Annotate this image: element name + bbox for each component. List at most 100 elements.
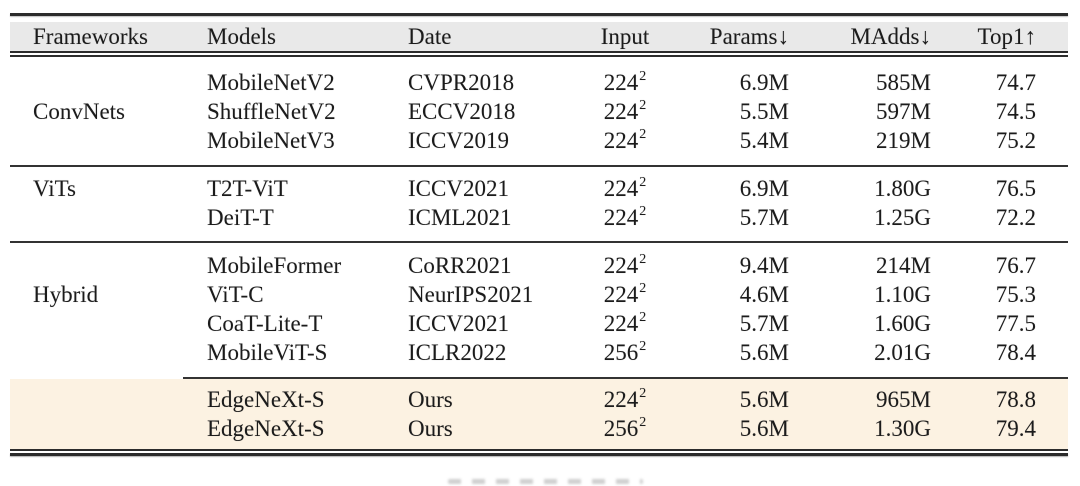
cell-top1: 74.7 xyxy=(995,70,1036,95)
cell-madds: 1.80G xyxy=(874,176,931,201)
cell-top1: 75.2 xyxy=(995,128,1036,153)
cell-model: DeiT-T xyxy=(207,205,274,230)
cell-input: 2242 xyxy=(570,97,680,126)
input-exponent: 2 xyxy=(639,127,647,143)
table-row: CoaT-Lite-T ICCV2021 2242 5.7M 1.60G 77.5 xyxy=(10,309,1068,338)
header-cell-input: Input xyxy=(600,24,650,49)
table-row: MobileViT-S ICLR2022 2562 5.6M 2.01G 78.4 xyxy=(10,338,1068,367)
table-row: EdgeNeXt-S Ours 2242 5.6M 965M 78.8 xyxy=(10,385,1068,414)
cell-top1: 77.5 xyxy=(995,311,1036,336)
cell-top1: 72.2 xyxy=(995,205,1036,230)
cell-params: 6.9M xyxy=(739,70,789,95)
input-resolution: 256 xyxy=(603,416,639,441)
table-row: MobileNetV2 CVPR2018 2242 6.9M 585M 74.7 xyxy=(10,68,1068,97)
input-resolution: 224 xyxy=(603,282,639,307)
cell-params: 5.5M xyxy=(739,99,789,124)
cell-madds: 2.01G xyxy=(874,340,931,365)
input-resolution: 224 xyxy=(603,253,639,278)
cell-params: 6.9M xyxy=(739,176,789,201)
input-exponent: 2 xyxy=(639,310,647,326)
header-cell-models: Models xyxy=(207,24,276,49)
group-separator-rule xyxy=(10,241,1068,243)
input-exponent: 2 xyxy=(639,175,647,191)
input-resolution: 224 xyxy=(603,176,639,201)
framework-label xyxy=(10,251,207,280)
cell-date: ICCV2021 xyxy=(408,176,509,201)
input-resolution: 224 xyxy=(603,70,639,95)
input-exponent: 2 xyxy=(639,386,647,402)
table-row: ConvNets ShuffleNetV2 ECCV2018 2242 5.5M 597M… xyxy=(10,97,1068,126)
ours-separator-rule xyxy=(183,377,1068,379)
table-group: ViTs T2T-ViT ICCV2021 2242 6.9M 1.80G 76.5 DeiT… xyxy=(10,167,1068,241)
cell-date: ICLR2022 xyxy=(408,340,507,365)
cell-model: EdgeNeXt-S xyxy=(207,416,325,441)
input-resolution: 224 xyxy=(603,387,639,412)
cell-madds: 1.25G xyxy=(874,205,931,230)
cell-madds: 1.30G xyxy=(874,416,931,441)
framework-label: ConvNets xyxy=(33,99,125,124)
input-exponent: 2 xyxy=(639,281,647,297)
cell-params: 5.7M xyxy=(739,205,789,230)
input-resolution: 224 xyxy=(603,311,639,336)
input-exponent: 2 xyxy=(639,339,647,355)
cell-madds: 1.10G xyxy=(874,282,931,307)
cell-date: CoRR2021 xyxy=(408,253,512,278)
cell-model: MobileFormer xyxy=(207,253,342,278)
header-cell-top1: Top1↑ xyxy=(977,24,1036,49)
framework-label xyxy=(10,338,207,367)
cell-model: MobileNetV3 xyxy=(207,128,335,153)
cell-date: ECCV2018 xyxy=(408,99,516,124)
framework-label xyxy=(10,126,207,155)
input-exponent: 2 xyxy=(639,252,647,268)
bottom-rule xyxy=(10,449,1068,456)
cell-top1: 78.4 xyxy=(995,340,1036,365)
cell-top1: 79.4 xyxy=(995,416,1036,441)
input-exponent: 2 xyxy=(639,98,647,114)
input-exponent: 2 xyxy=(639,69,647,85)
group-separator-rule xyxy=(10,165,1068,167)
cell-params: 4.6M xyxy=(739,282,789,307)
table-group-ours: EdgeNeXt-S Ours 2242 5.6M 965M 78.8 EdgeNeXt-S… xyxy=(10,379,1068,449)
cell-input: 2562 xyxy=(570,338,680,367)
cell-madds: 214M xyxy=(876,253,931,278)
cell-input: 2562 xyxy=(570,414,680,443)
cell-date: Ours xyxy=(408,387,453,412)
cell-params: 5.6M xyxy=(739,340,789,365)
cell-top1: 78.8 xyxy=(995,387,1036,412)
cell-top1: 75.3 xyxy=(995,282,1036,307)
cell-model: ShuffleNetV2 xyxy=(207,99,336,124)
table-header-row: Frameworks Models Date Input Params↓ MAdds↓ To… xyxy=(10,22,1068,51)
input-resolution: 256 xyxy=(603,340,639,365)
cell-top1: 76.5 xyxy=(995,176,1036,201)
cell-params: 5.6M xyxy=(739,387,789,412)
cell-madds: 965M xyxy=(876,387,931,412)
framework-label xyxy=(10,68,207,97)
cell-top1: 76.7 xyxy=(995,253,1036,278)
cell-input: 2242 xyxy=(570,174,680,203)
table-group: MobileFormer CoRR2021 2242 9.4M 214M 76.7 Hybr… xyxy=(10,243,1068,377)
framework-label xyxy=(10,414,207,443)
table-group: MobileNetV2 CVPR2018 2242 6.9M 585M 74.7 ConvN… xyxy=(10,57,1068,165)
cell-madds: 585M xyxy=(876,70,931,95)
cell-madds: 1.60G xyxy=(874,311,931,336)
cell-input: 2242 xyxy=(570,126,680,155)
table-row: EdgeNeXt-S Ours 2562 5.6M 1.30G 79.4 xyxy=(10,414,1068,443)
framework-label: Hybrid xyxy=(33,282,99,307)
cell-input: 2242 xyxy=(570,309,680,338)
input-resolution: 224 xyxy=(603,205,639,230)
cell-input: 2242 xyxy=(570,385,680,414)
caption-fragment-cutoff xyxy=(448,479,643,484)
table-row: DeiT-T ICML2021 2242 5.7M 1.25G 72.2 xyxy=(10,203,1068,232)
cell-model: ViT-C xyxy=(207,282,264,307)
cell-input: 2242 xyxy=(570,203,680,232)
cell-params: 5.6M xyxy=(739,416,789,441)
table-row: ViTs T2T-ViT ICCV2021 2242 6.9M 1.80G 76.5 xyxy=(10,174,1068,203)
top-rule xyxy=(10,13,1068,16)
framework-label xyxy=(10,309,207,338)
cell-params: 9.4M xyxy=(739,253,789,278)
table-row: MobileFormer CoRR2021 2242 9.4M 214M 76.7 xyxy=(10,251,1068,280)
cell-model: MobileViT-S xyxy=(207,340,328,365)
cell-top1: 74.5 xyxy=(995,99,1036,124)
cell-model: MobileNetV2 xyxy=(207,70,335,95)
